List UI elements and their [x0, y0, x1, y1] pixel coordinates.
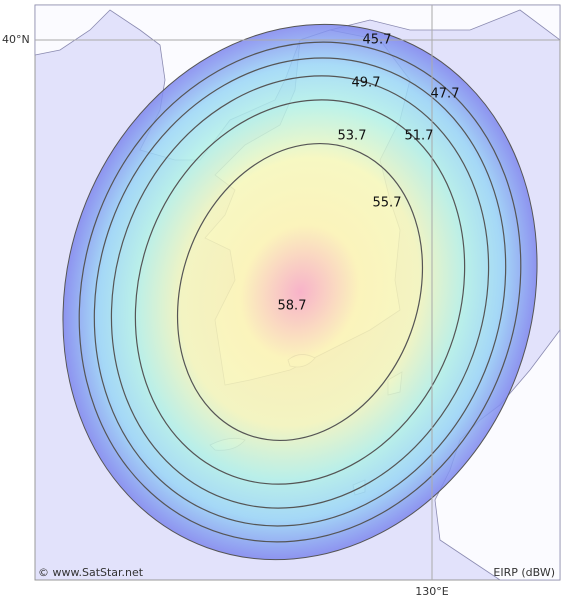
contour-label: 45.7 — [363, 33, 392, 48]
contour-label: 47.7 — [431, 87, 460, 102]
longitude-label: 130°E — [415, 585, 448, 598]
contour — [110, 75, 490, 509]
contour-labels: 45.7 47.7 49.7 51.7 53.7 55.7 58.7 — [278, 33, 460, 314]
contour — [93, 57, 507, 527]
credit: © www.SatStar.net — [38, 566, 144, 579]
legend-unit: EIRP (dBW) — [493, 566, 555, 579]
contour — [176, 142, 424, 442]
contour-label: 53.7 — [338, 129, 367, 144]
contour-label: 58.7 — [278, 299, 307, 314]
latitude-label: 40°N — [2, 33, 30, 46]
contour-label: 55.7 — [373, 196, 402, 211]
contour — [134, 99, 466, 485]
contour — [78, 41, 522, 543]
contour-label: 51.7 — [405, 129, 434, 144]
contour-label: 49.7 — [352, 76, 381, 91]
